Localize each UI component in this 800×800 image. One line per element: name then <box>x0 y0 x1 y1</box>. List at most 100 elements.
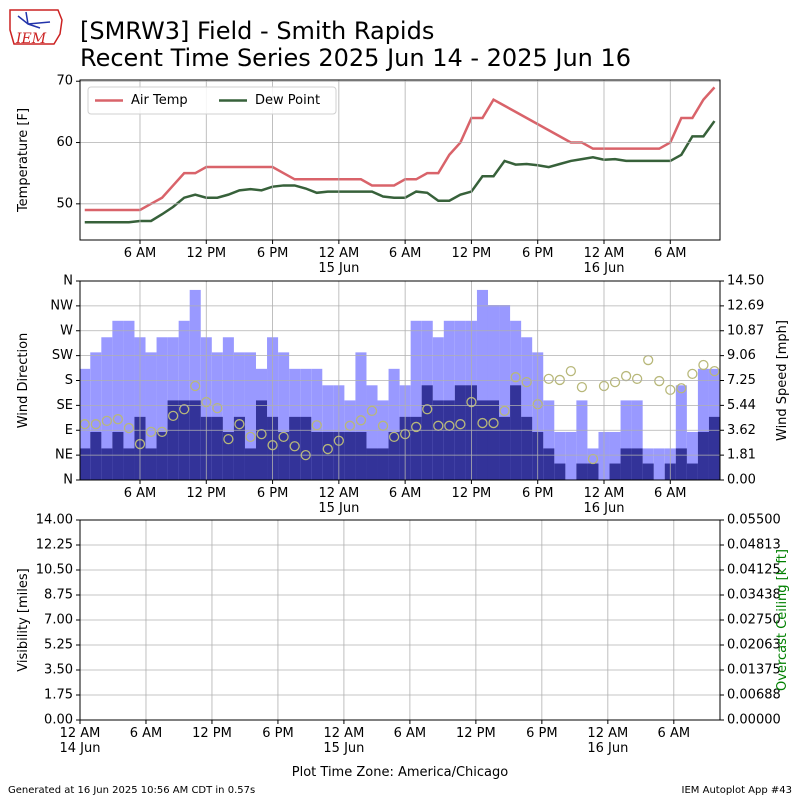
bar <box>697 431 709 480</box>
x-tick-label: 6 PM <box>521 486 554 501</box>
y2-tick-label: 5.44 <box>727 398 756 413</box>
x-tick-label: 6 PM <box>256 246 289 261</box>
bar <box>167 400 179 480</box>
bar <box>377 400 389 480</box>
bar <box>454 385 466 480</box>
marker <box>565 365 577 377</box>
x-tick-label: 6 PM <box>521 246 554 261</box>
bar <box>189 289 201 480</box>
x-tick-label: 12 AM 15 Jun <box>318 486 360 516</box>
y-tick-label: 60 <box>56 135 73 150</box>
y2-axis-label: Overcast Ceiling [k ft] <box>775 549 790 691</box>
x-tick-label: 6 AM <box>123 486 157 501</box>
bar <box>145 352 157 480</box>
subtitle: Recent Time Series 2025 Jun 14 - 2025 Ju… <box>80 44 631 72</box>
y2-tick-label: 0.03438 <box>727 588 781 603</box>
y2-tick-label: 10.87 <box>727 323 764 338</box>
bar <box>388 431 400 480</box>
x-tick-label: 12 AM 16 Jun <box>583 486 625 516</box>
x-tick-label: 12 PM <box>192 726 232 741</box>
bar <box>80 448 91 480</box>
bar <box>211 352 223 480</box>
y-tick-label: 5.25 <box>44 638 73 653</box>
bar <box>101 448 113 480</box>
bar <box>178 400 190 480</box>
y2-tick-label: 1.81 <box>727 448 756 463</box>
bar <box>587 463 599 480</box>
y-tick-label: 70 <box>56 74 73 89</box>
marker <box>167 410 179 422</box>
y2-tick-label: 0.00000 <box>727 713 781 728</box>
bar <box>222 337 234 480</box>
y-tick-label: W <box>60 323 73 338</box>
bar <box>244 448 256 480</box>
y2-tick-label: 0.00688 <box>727 688 781 703</box>
marker <box>366 405 378 417</box>
marker <box>112 414 124 425</box>
y2-tick-label: 0.00 <box>727 473 756 488</box>
marker <box>631 373 643 384</box>
bar <box>521 416 533 480</box>
footer-left: Generated at 16 Jun 2025 10:56 AM CDT in… <box>8 785 255 796</box>
marker <box>256 428 267 440</box>
x-tick-label: 12 AM 14 Jun <box>59 726 101 756</box>
marker <box>289 441 300 452</box>
x-tick-label: 6 AM <box>123 246 157 261</box>
bar <box>653 448 665 480</box>
bar <box>233 352 245 480</box>
y2-tick-label: 12.69 <box>727 298 764 313</box>
bar <box>443 400 455 480</box>
marker <box>278 431 289 443</box>
plot-area <box>84 86 716 224</box>
bar <box>686 463 698 480</box>
x-tick-label: 12 PM <box>456 726 496 741</box>
bar <box>620 400 632 480</box>
marker <box>543 373 554 384</box>
y2-tick-label: 0.02750 <box>727 613 781 628</box>
y-tick-label: S <box>65 373 73 388</box>
marker <box>676 383 687 394</box>
x-tick-label: 6 AM <box>393 726 427 741</box>
x-tick-label: 6 AM <box>654 486 687 501</box>
marker <box>521 377 532 388</box>
bar <box>609 463 621 480</box>
bar <box>554 431 566 480</box>
bar <box>620 448 632 480</box>
x-tick-label: 6 AM <box>129 726 163 741</box>
marker <box>322 443 333 455</box>
y-tick-label: 10.50 <box>36 563 73 578</box>
y2-tick-label: 0.04813 <box>727 538 781 553</box>
bar <box>123 448 135 480</box>
marker <box>609 377 621 388</box>
bar <box>576 463 588 480</box>
bar <box>421 385 433 480</box>
bar <box>80 368 91 480</box>
x-tick-label: 12 AM 16 Jun <box>583 246 625 276</box>
bar <box>355 431 367 480</box>
bar <box>145 448 157 480</box>
y-tick-label: SE <box>57 398 73 413</box>
marker <box>576 381 588 393</box>
y-tick-label: SW <box>52 348 73 363</box>
bar <box>521 337 533 480</box>
marker <box>411 421 422 433</box>
logo-lines <box>17 11 51 29</box>
y-tick-label: 8.75 <box>44 588 73 603</box>
legend-box <box>87 86 337 115</box>
bar <box>410 416 422 480</box>
y-tick-label: 7.00 <box>44 613 73 628</box>
bar <box>576 400 588 480</box>
bar <box>388 368 400 480</box>
marker <box>101 415 112 427</box>
bar <box>499 305 511 480</box>
bar <box>90 352 102 480</box>
bar <box>222 431 234 480</box>
bar <box>278 431 290 480</box>
bar <box>278 352 290 480</box>
x-tick-label: 12 PM <box>186 486 227 501</box>
bar <box>543 400 555 480</box>
logo: IEM <box>9 9 63 47</box>
y-tick-label: 0.00 <box>44 713 73 728</box>
y2-axis-label: Wind Speed [mph] <box>775 320 790 441</box>
